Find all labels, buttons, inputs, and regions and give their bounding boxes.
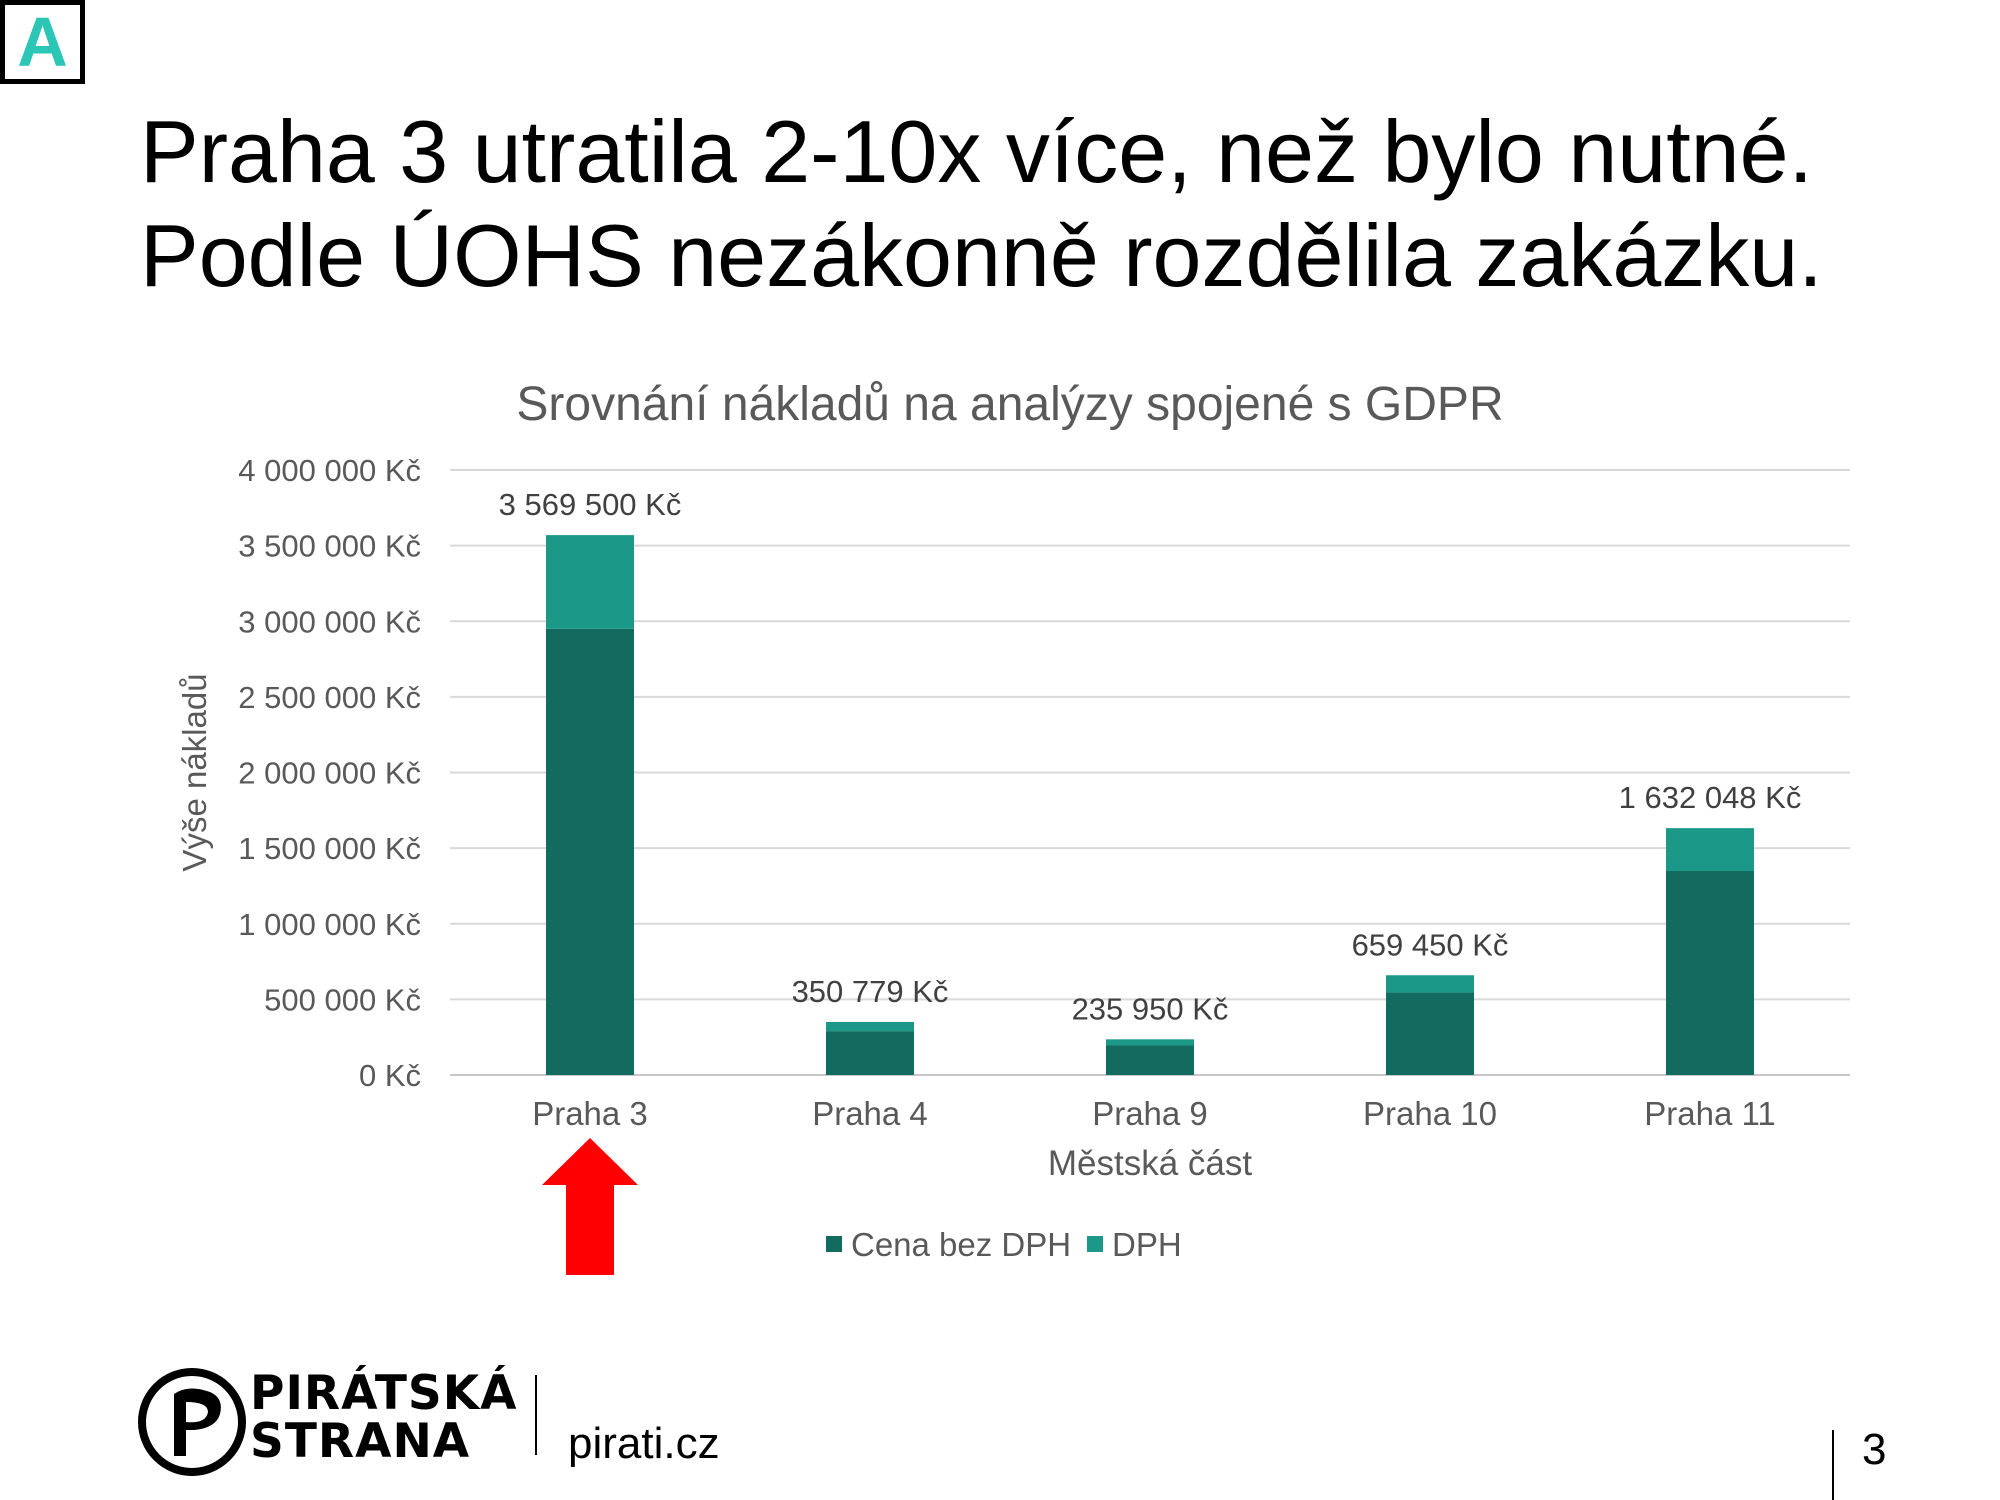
bar-segment <box>826 1031 914 1075</box>
chart-title: Srovnání nákladů na analýzy spojené s GD… <box>516 378 1503 431</box>
bar-segment <box>1666 828 1754 871</box>
data-label: 3 569 500 Kč <box>499 487 682 522</box>
y-tick-label: 500 000 Kč <box>264 982 421 1017</box>
legend-swatch <box>1087 1236 1103 1252</box>
party-name-line-2: STRANA <box>250 1414 471 1469</box>
page-number: 3 <box>1862 1425 1887 1474</box>
y-tick-label: 4 000 000 Kč <box>238 453 421 488</box>
x-axis-label: Městská část <box>1048 1144 1252 1183</box>
page-number-divider <box>1832 1430 1834 1500</box>
y-tick-label: 1 500 000 Kč <box>238 831 421 866</box>
data-label: 235 950 Kč <box>1072 991 1229 1026</box>
data-label: 659 450 Kč <box>1352 927 1509 962</box>
bar-segment <box>1666 870 1754 1075</box>
bar-segment <box>1106 1039 1194 1046</box>
y-tick-label: 1 000 000 Kč <box>238 907 421 942</box>
y-tick-label: 2 000 000 Kč <box>238 756 421 791</box>
slide-headline: Praha 3 utratila 2-10x více, než bylo nu… <box>140 100 1940 308</box>
bar-segment <box>1386 975 1474 993</box>
legend-label: Cena bez DPH <box>851 1226 1071 1263</box>
headline-line-2: Podle ÚOHS nezákonně rozdělila zakázku. <box>140 206 1823 305</box>
legend-swatch <box>826 1236 842 1252</box>
x-tick-label: Praha 4 <box>812 1095 928 1132</box>
y-tick-label: 3 000 000 Kč <box>238 604 421 639</box>
party-name: PIRÁTSKÁ STRANA <box>250 1370 518 1466</box>
y-tick-label: 3 500 000 Kč <box>238 529 421 564</box>
badge-letter: A <box>17 3 68 81</box>
x-tick-label: Praha 3 <box>532 1095 648 1132</box>
data-label: 350 779 Kč <box>792 974 949 1009</box>
data-label: 1 632 048 Kč <box>1619 780 1802 815</box>
x-tick-label: Praha 11 <box>1644 1095 1775 1132</box>
website-link[interactable]: pirati.cz <box>568 1419 720 1468</box>
bar-segment <box>1386 992 1474 1075</box>
bar-segment <box>826 1021 914 1032</box>
bar-segment <box>546 535 634 629</box>
y-tick-label: 0 Kč <box>359 1058 421 1093</box>
x-tick-label: Praha 10 <box>1363 1095 1497 1132</box>
y-axis-label: Výše nákladů <box>176 673 213 871</box>
y-tick-label: 2 500 000 Kč <box>238 680 421 715</box>
footer-divider <box>535 1375 537 1455</box>
party-name-line-1: PIRÁTSKÁ <box>250 1366 518 1421</box>
section-badge: A <box>0 0 85 84</box>
highlight-arrow-icon <box>542 1138 638 1275</box>
bar-segment <box>546 628 634 1075</box>
headline-line-1: Praha 3 utratila 2-10x více, než bylo nu… <box>140 102 1813 201</box>
legend-label: DPH <box>1112 1226 1182 1263</box>
pirate-party-logo-icon <box>138 1368 246 1476</box>
x-tick-label: Praha 9 <box>1092 1095 1208 1132</box>
bar-segment <box>1106 1045 1194 1075</box>
